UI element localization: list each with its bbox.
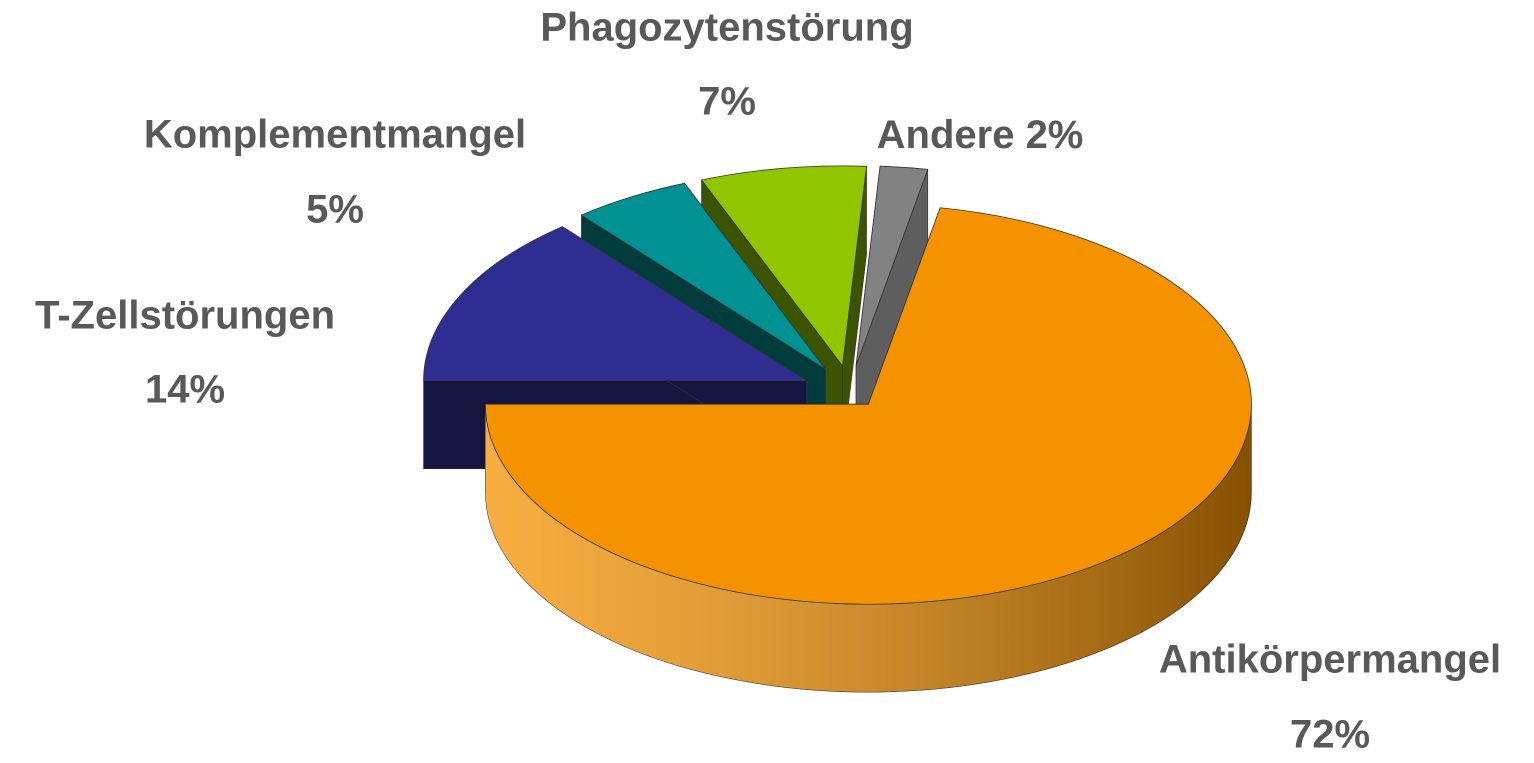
value-label: 5% bbox=[306, 188, 364, 232]
value-label: 72% bbox=[1290, 713, 1370, 757]
value-label: 14% bbox=[145, 368, 225, 412]
category-label: Andere bbox=[877, 113, 1015, 157]
chart: Antikörpermangel 72% T-Zellstörungen 14% Kom… bbox=[0, 0, 1534, 758]
value-label: 7% bbox=[698, 80, 756, 124]
category-label: T-Zellstörungen bbox=[35, 294, 335, 338]
category-label: Phagozytenstörung bbox=[540, 6, 913, 50]
slice-label: Andere 2% bbox=[877, 113, 1084, 157]
category-label: Antikörpermangel bbox=[1159, 638, 1501, 682]
value-label: 2% bbox=[1026, 113, 1084, 157]
category-label: Komplementmangel bbox=[144, 113, 526, 157]
